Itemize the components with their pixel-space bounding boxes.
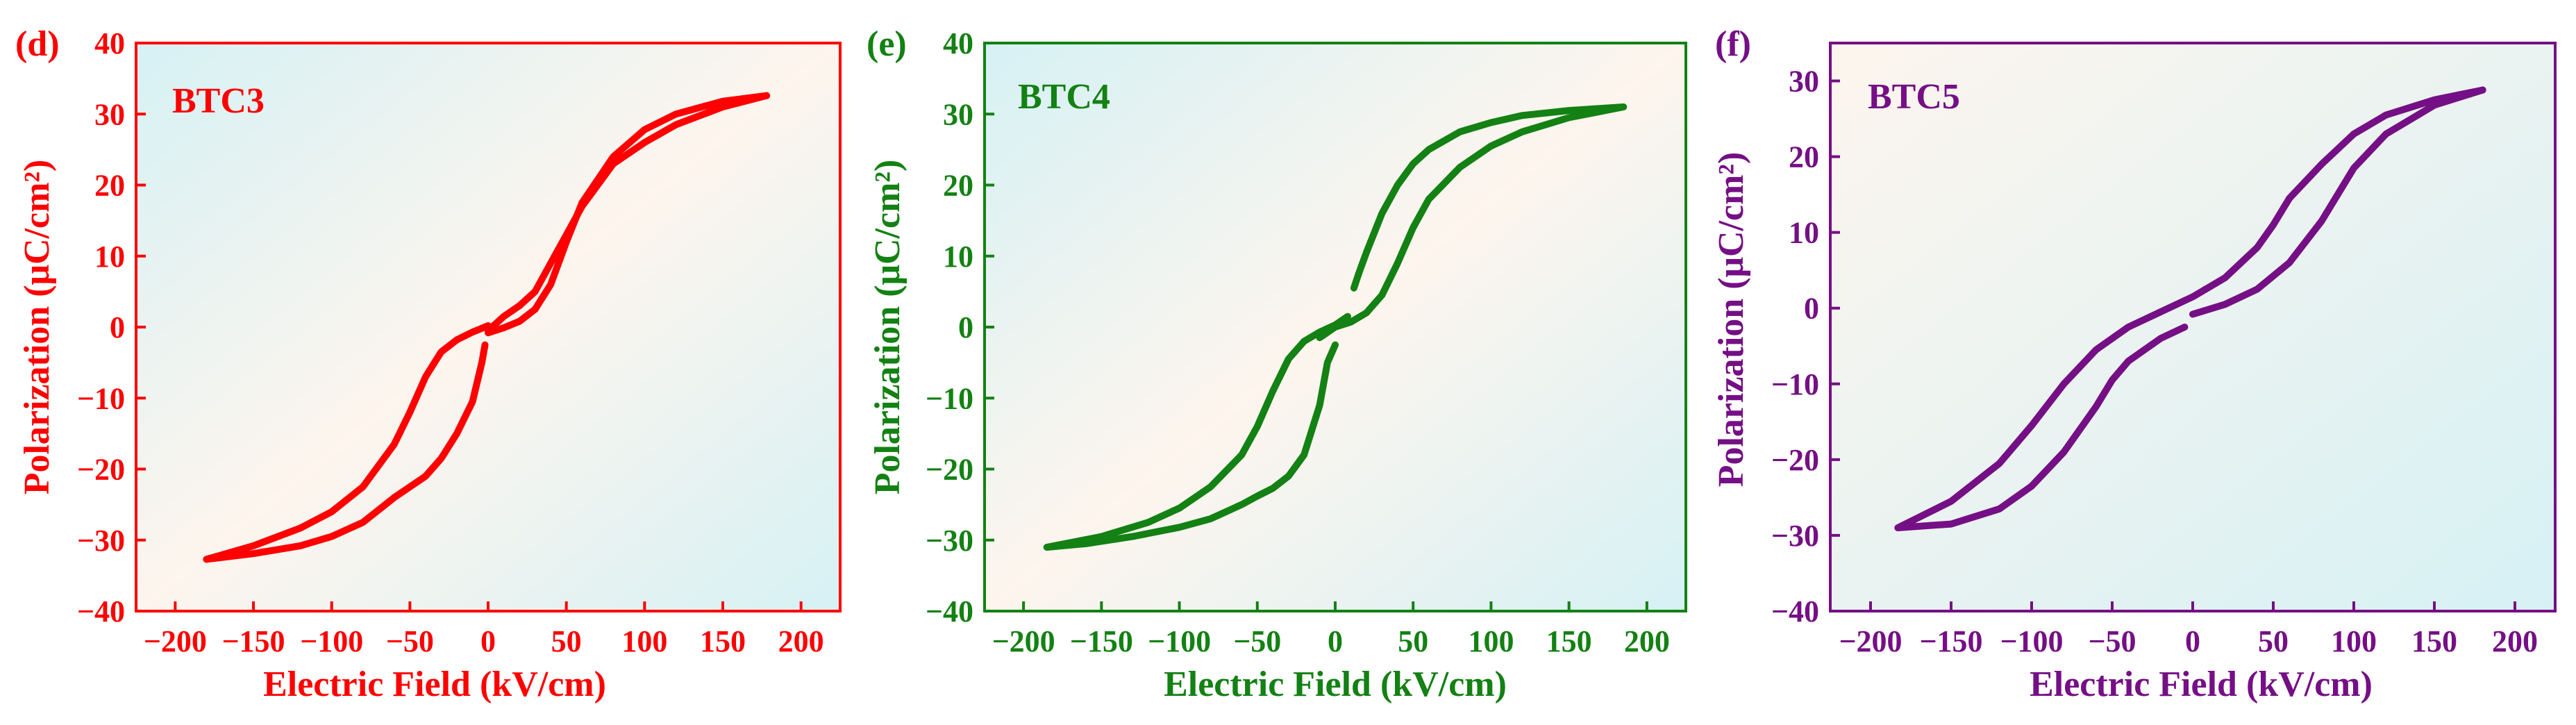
panel-e: (e) −200 −150 −100 −50 0 50 100 150 200−40−30−20… (867, 24, 1687, 704)
y-tick-label: −20 (926, 453, 973, 487)
x-tick-label: 200 (1624, 624, 1670, 658)
loop-branch-3 (1043, 341, 1339, 551)
y-tick-label: −40 (926, 594, 973, 628)
y-tick-label: 20 (1789, 140, 1819, 174)
curve-group (203, 92, 771, 563)
plot-background (1830, 43, 2555, 611)
y-tick-label: 0 (1804, 292, 1819, 326)
y-axis-label: Polarization (μC/cm²) (868, 160, 908, 495)
x-tick-label: −150 (221, 624, 285, 658)
tick-group: −200 −150 −100 −50 0 50 100 150 200−40−30−20−100… (77, 26, 824, 658)
series-label: BTC4 (1018, 77, 1110, 117)
y-tick-label: −40 (77, 594, 125, 628)
y-axis-label: Polarization (μC/cm²) (1712, 152, 1751, 488)
x-tick-label: −200 (992, 624, 1055, 658)
x-tick-label: 100 (621, 624, 667, 658)
x-tick-label: 100 (2331, 624, 2377, 658)
x-tick-label: −100 (300, 624, 363, 658)
loop-branch-4 (203, 322, 492, 563)
x-tick-label: 200 (2492, 624, 2538, 658)
y-tick-label: −10 (926, 381, 973, 415)
y-tick-label: 20 (943, 169, 973, 203)
x-tick-label: −150 (1919, 624, 1982, 658)
panel-letter: (d) (15, 24, 60, 64)
y-tick-label: −30 (926, 524, 973, 558)
x-axis-label: Electric Field (kV/cm) (2030, 665, 2373, 704)
y-tick-label: −10 (77, 381, 125, 415)
curve-group (1043, 103, 1628, 551)
y-tick-label: 10 (94, 240, 125, 274)
loop-branch-3 (203, 341, 489, 563)
loop-branch-2 (1894, 86, 2486, 531)
x-tick-label: 150 (2411, 624, 2457, 658)
tick-group: −200 −150 −100 −50 0 50 100 150 200−40−30−20−100… (1771, 65, 2538, 658)
x-axis-label: Electric Field (kV/cm) (1164, 665, 1507, 704)
loop-branch-2 (485, 92, 771, 335)
panel-letter: (e) (867, 24, 907, 64)
loop-branch-4 (1043, 312, 1351, 551)
y-tick-label: −40 (1771, 594, 1819, 628)
loop-branch-1 (1350, 103, 1628, 292)
series-label: BTC3 (172, 81, 265, 121)
x-tick-label: 150 (700, 624, 746, 658)
x-tick-label: 50 (1398, 624, 1428, 658)
series-label: BTC5 (1868, 77, 1960, 117)
loop-branch-3 (1894, 324, 2189, 531)
curve-group (1894, 86, 2486, 531)
y-tick-label: 0 (958, 310, 973, 344)
x-tick-label: 0 (1328, 624, 1343, 658)
x-tick-label: 200 (778, 624, 824, 658)
y-axis-label: Polarization (μC/cm²) (17, 160, 57, 495)
y-tick-label: 30 (1789, 65, 1819, 99)
x-tick-label: 150 (1546, 624, 1592, 658)
y-tick-label: 10 (943, 240, 973, 274)
y-tick-label: 20 (94, 169, 125, 203)
x-tick-label: 0 (480, 624, 496, 658)
x-tick-label: −200 (144, 624, 207, 658)
y-tick-label: 10 (1789, 216, 1819, 250)
loop-branch-1 (2189, 86, 2486, 318)
y-tick-label: 40 (94, 26, 125, 60)
x-axis-label: Electric Field (kV/cm) (263, 665, 606, 704)
panel-letter: (f) (1715, 24, 1751, 64)
x-tick-label: −100 (1148, 624, 1211, 658)
x-tick-label: 50 (2258, 624, 2289, 658)
y-tick-label: 0 (110, 310, 125, 344)
y-tick-label: −30 (77, 524, 125, 558)
y-tick-label: 40 (943, 26, 973, 60)
y-tick-label: 30 (943, 97, 973, 131)
x-tick-label: −50 (386, 624, 434, 658)
tick-group: −200 −150 −100 −50 0 50 100 150 200−40−30−20−100… (926, 26, 1670, 658)
x-tick-label: −50 (1233, 624, 1281, 658)
y-tick-label: −10 (1771, 367, 1819, 401)
x-tick-label: 0 (2185, 624, 2200, 658)
x-tick-label: 100 (1468, 624, 1514, 658)
x-tick-label: −150 (1070, 624, 1133, 658)
x-tick-label: −50 (2088, 624, 2136, 658)
y-tick-label: −20 (1771, 443, 1819, 477)
y-tick-label: −20 (77, 453, 125, 487)
loop-branch-2 (1316, 103, 1628, 342)
x-tick-label: 50 (551, 624, 582, 658)
y-tick-label: −30 (1771, 519, 1819, 553)
panel-d: (d) −200 −150 −100 −50 0 50 100 150 200−40−30−20… (15, 24, 842, 704)
y-tick-label: 30 (94, 97, 125, 131)
panel-f: (f) −200 −150 −100 −50 0 50 100 150 200−40−30−20… (1712, 24, 2557, 704)
x-tick-label: −200 (1839, 624, 1902, 658)
x-tick-label: −100 (2000, 624, 2063, 658)
